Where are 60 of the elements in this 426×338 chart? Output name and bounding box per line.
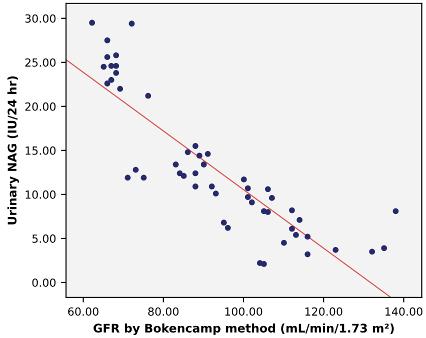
point: [104, 54, 110, 60]
point: [89, 20, 96, 26]
point: [260, 261, 267, 267]
point: [180, 172, 187, 179]
point: [244, 194, 251, 200]
point: [145, 92, 152, 99]
point: [124, 174, 131, 181]
y-axis-title: Urinary NAG (IU/24 hr): [7, 76, 19, 224]
point: [104, 80, 110, 86]
point: [304, 234, 311, 240]
y-tick-label: 20.00: [25, 102, 56, 111]
point: [268, 195, 275, 201]
point: [172, 162, 179, 168]
x-axis-title: GFR by Bokencamp method (mL/min/1.73 m²): [94, 323, 394, 335]
y-tick-label: 0.00: [32, 278, 56, 287]
point: [293, 232, 299, 238]
point: [113, 52, 120, 58]
point: [296, 217, 303, 223]
y-tick-label: 25.00: [25, 58, 56, 67]
point: [100, 64, 107, 70]
x-tick-label: 80.00: [148, 307, 179, 316]
point: [113, 62, 120, 69]
point: [113, 70, 120, 76]
point: [132, 166, 139, 173]
point: [208, 184, 215, 190]
point: [212, 190, 219, 196]
y-tick-label: 30.00: [25, 14, 56, 23]
point: [200, 162, 207, 168]
y-tick-label: 10.00: [26, 190, 56, 199]
point: [196, 152, 202, 159]
point: [244, 185, 251, 192]
point: [192, 143, 198, 149]
x-tick-label: 60.00: [68, 307, 98, 316]
point: [332, 246, 339, 253]
point: [289, 226, 295, 232]
point: [140, 174, 147, 181]
point: [108, 77, 114, 83]
x-tick-label: 120.00: [305, 307, 342, 316]
point: [248, 199, 255, 206]
point: [264, 186, 271, 192]
point: [392, 208, 399, 214]
y-tick-label: 15.00: [26, 146, 56, 155]
point: [224, 224, 231, 231]
point: [304, 251, 311, 258]
point: [117, 86, 124, 92]
point: [240, 176, 247, 182]
point: [192, 170, 198, 176]
y-tick-label: 5.00: [32, 234, 56, 243]
point: [204, 150, 211, 157]
point: [381, 245, 388, 252]
point: [280, 240, 287, 246]
point: [184, 149, 191, 156]
x-tick-label: 100.00: [225, 307, 262, 316]
point: [289, 207, 295, 214]
x-tick-label: 140.00: [385, 307, 422, 316]
point: [369, 248, 376, 255]
point: [192, 184, 198, 190]
point: [104, 37, 110, 44]
point: [220, 220, 227, 226]
point: [128, 20, 135, 27]
